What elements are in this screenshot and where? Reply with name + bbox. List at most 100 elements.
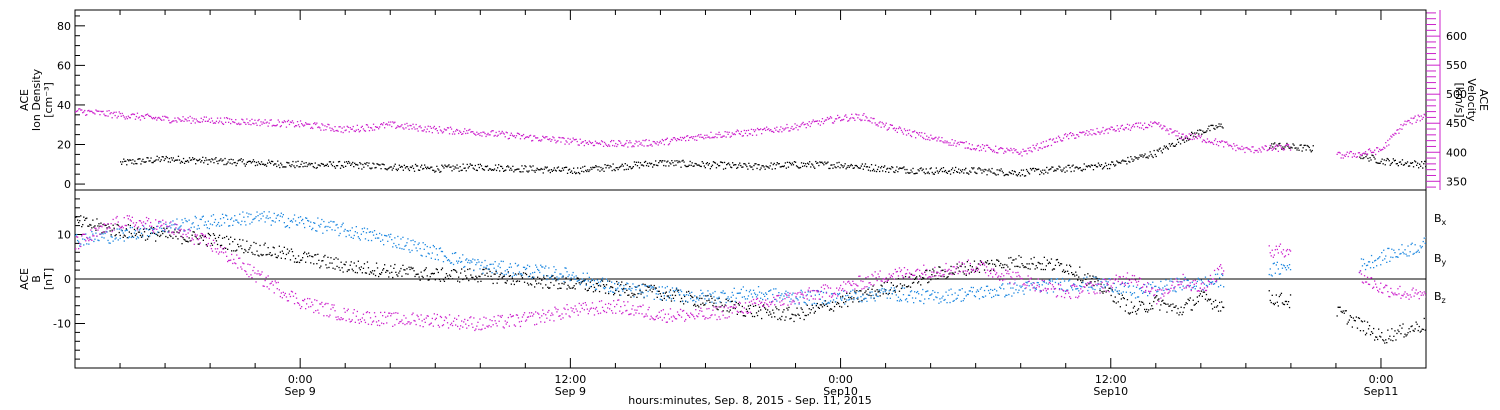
velocity-series-point bbox=[1217, 145, 1220, 147]
velocity-series-point bbox=[654, 142, 656, 144]
density-series-point bbox=[1308, 146, 1310, 149]
series-bx-point bbox=[610, 286, 612, 288]
density-series-point bbox=[1174, 145, 1177, 147]
velocity-series-point bbox=[529, 134, 532, 136]
series-bx-point bbox=[198, 243, 200, 245]
density-series-point bbox=[1359, 156, 1361, 158]
velocity-series-point bbox=[1014, 149, 1016, 152]
density-series-point bbox=[1032, 167, 1034, 170]
series-bx-point bbox=[859, 290, 861, 292]
series-bx-point bbox=[1470, 312, 1471, 313]
series-bx-point bbox=[663, 297, 665, 300]
velocity-series-point bbox=[1263, 148, 1265, 151]
velocity-series-point bbox=[1367, 149, 1370, 151]
series-by-point bbox=[227, 218, 229, 220]
density-series-point bbox=[251, 161, 254, 163]
series-by-point bbox=[405, 244, 407, 247]
velocity-series-point bbox=[1187, 138, 1189, 140]
series-bx-point bbox=[898, 290, 901, 292]
series-by-point bbox=[357, 236, 359, 238]
velocity-series-point bbox=[577, 144, 579, 146]
series-bx-point bbox=[450, 270, 453, 272]
series-bx-point bbox=[696, 296, 698, 298]
velocity-series-point bbox=[1100, 131, 1102, 133]
velocity-series-point bbox=[1173, 131, 1175, 133]
velocity-series-point bbox=[852, 117, 854, 119]
density-series-point bbox=[709, 168, 711, 170]
velocity-series-point bbox=[1149, 124, 1151, 127]
velocity-series-point bbox=[864, 119, 866, 121]
density-series-point bbox=[1058, 165, 1060, 167]
density-series-point bbox=[416, 165, 419, 167]
density-series-point bbox=[270, 162, 272, 165]
series-bx-point bbox=[758, 306, 761, 308]
velocity-series-point bbox=[207, 120, 209, 122]
series-bx-point bbox=[395, 271, 397, 273]
series-by-point bbox=[553, 266, 555, 268]
density-series-point bbox=[976, 172, 978, 175]
series-bx-point bbox=[249, 247, 251, 249]
density-series-point bbox=[983, 170, 985, 173]
density-series-point bbox=[1206, 130, 1208, 132]
series-bx-point bbox=[193, 231, 195, 233]
velocity-series-point bbox=[1047, 145, 1049, 147]
series-bx-point bbox=[671, 294, 674, 296]
velocity-series-point bbox=[398, 126, 400, 128]
density-series-point bbox=[1406, 161, 1409, 163]
series-by-point bbox=[433, 246, 435, 248]
series-bx-point bbox=[1408, 328, 1410, 330]
series-bx-point bbox=[431, 272, 433, 274]
series-bx-point bbox=[212, 233, 215, 235]
velocity-series-point bbox=[516, 132, 519, 134]
velocity-series-point bbox=[331, 127, 333, 130]
density-series-point bbox=[375, 166, 377, 169]
density-series-point bbox=[1394, 159, 1396, 161]
series-by-point bbox=[272, 220, 274, 222]
legend-bx: Bx bbox=[1434, 212, 1447, 227]
series-by-point bbox=[358, 237, 360, 240]
velocity-series-point bbox=[1115, 130, 1117, 132]
velocity-series-point bbox=[1249, 149, 1251, 151]
density-series-point bbox=[394, 163, 396, 165]
density-series-point bbox=[1026, 170, 1029, 172]
velocity-series-point bbox=[634, 143, 636, 145]
series-bx-point bbox=[393, 267, 395, 269]
velocity-series-point bbox=[877, 125, 879, 127]
density-series-point bbox=[767, 166, 769, 168]
series-by-point bbox=[82, 238, 84, 240]
velocity-series-point bbox=[910, 135, 913, 138]
series-bx-point bbox=[882, 293, 884, 295]
density-series-point bbox=[1012, 173, 1014, 175]
velocity-series-point bbox=[515, 135, 518, 137]
series-bx-point bbox=[1363, 320, 1366, 322]
series-bx-point bbox=[533, 277, 535, 279]
series-bx-point bbox=[273, 247, 275, 249]
velocity-series-point bbox=[733, 133, 735, 135]
density-series-point bbox=[457, 167, 459, 169]
density-series-point bbox=[1002, 172, 1004, 174]
series-bx-point bbox=[1152, 308, 1154, 310]
velocity-series-point bbox=[83, 111, 85, 113]
series-bx-point bbox=[1456, 317, 1457, 318]
series-bx-point bbox=[534, 286, 536, 288]
velocity-series-point bbox=[143, 117, 146, 119]
velocity-series-point bbox=[1125, 127, 1127, 129]
density-series-point bbox=[687, 165, 689, 167]
velocity-series-point bbox=[1104, 130, 1106, 132]
density-series-point bbox=[287, 162, 289, 164]
series-bx-point bbox=[1273, 303, 1275, 306]
series-bx-point bbox=[828, 309, 831, 311]
density-series-point bbox=[184, 160, 187, 162]
velocity-series-point bbox=[460, 131, 462, 133]
density-series-point bbox=[613, 168, 615, 171]
series-bx-point bbox=[1352, 317, 1354, 319]
series-by-point bbox=[236, 219, 238, 221]
density-series-point bbox=[712, 161, 715, 163]
series-by-point bbox=[178, 227, 180, 229]
series-bx-point bbox=[899, 283, 902, 285]
velocity-series-point bbox=[129, 117, 131, 119]
density-series-point bbox=[198, 159, 200, 161]
density-series-point bbox=[598, 166, 600, 168]
velocity-series-point bbox=[690, 136, 692, 139]
series-by-point bbox=[218, 225, 221, 227]
